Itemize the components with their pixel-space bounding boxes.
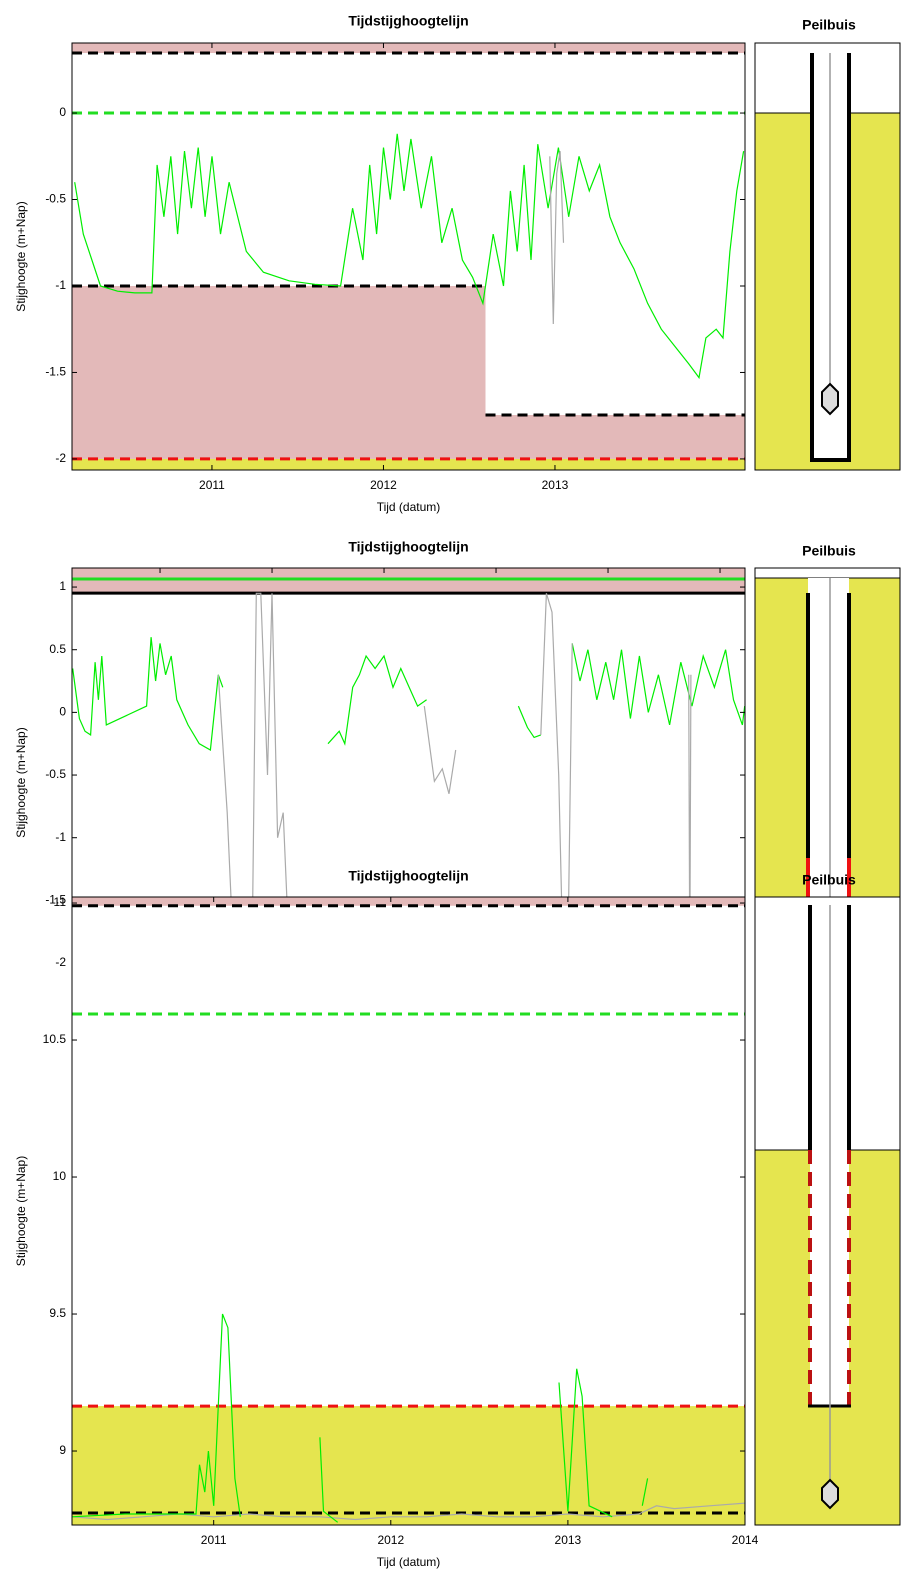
series-line — [74, 133, 745, 380]
plot-area — [72, 43, 745, 470]
series-line — [217, 592, 692, 970]
x-tick-label: 2012 — [370, 478, 397, 492]
y-tick-label: -0.5 — [45, 192, 66, 206]
y-tick-label: -1 — [55, 278, 66, 292]
x-tick-label: 2011 — [201, 1533, 227, 1547]
series-line — [72, 1313, 649, 1523]
x-axis-label: Tijd (datum) — [377, 500, 441, 514]
y-tick-label: 9.5 — [49, 1306, 66, 1320]
chart-title: Tijdstijghoogtelijn — [348, 13, 468, 29]
x-tick-label: 2012 — [377, 1533, 404, 1547]
plot-frame — [71, 42, 746, 471]
band — [72, 285, 486, 459]
peilbuis-3 — [754, 896, 901, 1526]
band — [72, 897, 745, 906]
y-tick-label: 1 — [59, 579, 66, 593]
y-tick-label: -2 — [55, 451, 66, 465]
x-tick-label: 2013 — [555, 1533, 582, 1547]
series-line — [72, 637, 745, 751]
y-tick-label: -1 — [55, 830, 66, 844]
x-tick-label: 2014 — [732, 1533, 759, 1547]
side-title: Peilbuis — [802, 17, 856, 33]
side-title: Peilbuis — [802, 543, 856, 559]
y-axis-label: Stijghoogte (m+Nap) — [14, 727, 28, 837]
peilbuis-1 — [754, 42, 901, 471]
y-tick-label: 0.5 — [49, 642, 66, 656]
series-line — [549, 151, 565, 325]
band — [72, 1406, 745, 1525]
band — [485, 415, 745, 459]
plot-area — [72, 897, 745, 1525]
y-tick-label: -2 — [55, 955, 66, 969]
chart-title: Tijdstijghoogtelijn — [348, 868, 468, 884]
plot-frame — [71, 896, 746, 1526]
x-axis-label: Tijd (datum) — [377, 1555, 441, 1569]
y-tick-label: 10.5 — [43, 1032, 67, 1046]
chart-title: Tijdstijghoogtelijn — [348, 539, 468, 555]
x-tick-label: 2013 — [542, 478, 569, 492]
y-tick-label: -1.5 — [45, 893, 66, 907]
y-tick-label: 0 — [59, 105, 66, 119]
series-line — [72, 1502, 745, 1521]
band — [72, 568, 745, 594]
y-tick-label: 10 — [53, 1169, 67, 1183]
y-tick-label: -1.5 — [45, 365, 66, 379]
side-title: Peilbuis — [802, 872, 856, 888]
y-tick-label: 9 — [59, 1443, 66, 1457]
y-tick-label: -0.5 — [45, 767, 66, 781]
x-tick-label: 2011 — [199, 478, 225, 492]
y-tick-label: 0 — [59, 705, 66, 719]
y-axis-label: Stijghoogte (m+Nap) — [14, 201, 28, 311]
band — [72, 43, 745, 54]
y-tick-label: 11 — [54, 895, 67, 909]
band — [72, 458, 745, 470]
y-axis-label: Stijghoogte (m+Nap) — [14, 1156, 28, 1266]
